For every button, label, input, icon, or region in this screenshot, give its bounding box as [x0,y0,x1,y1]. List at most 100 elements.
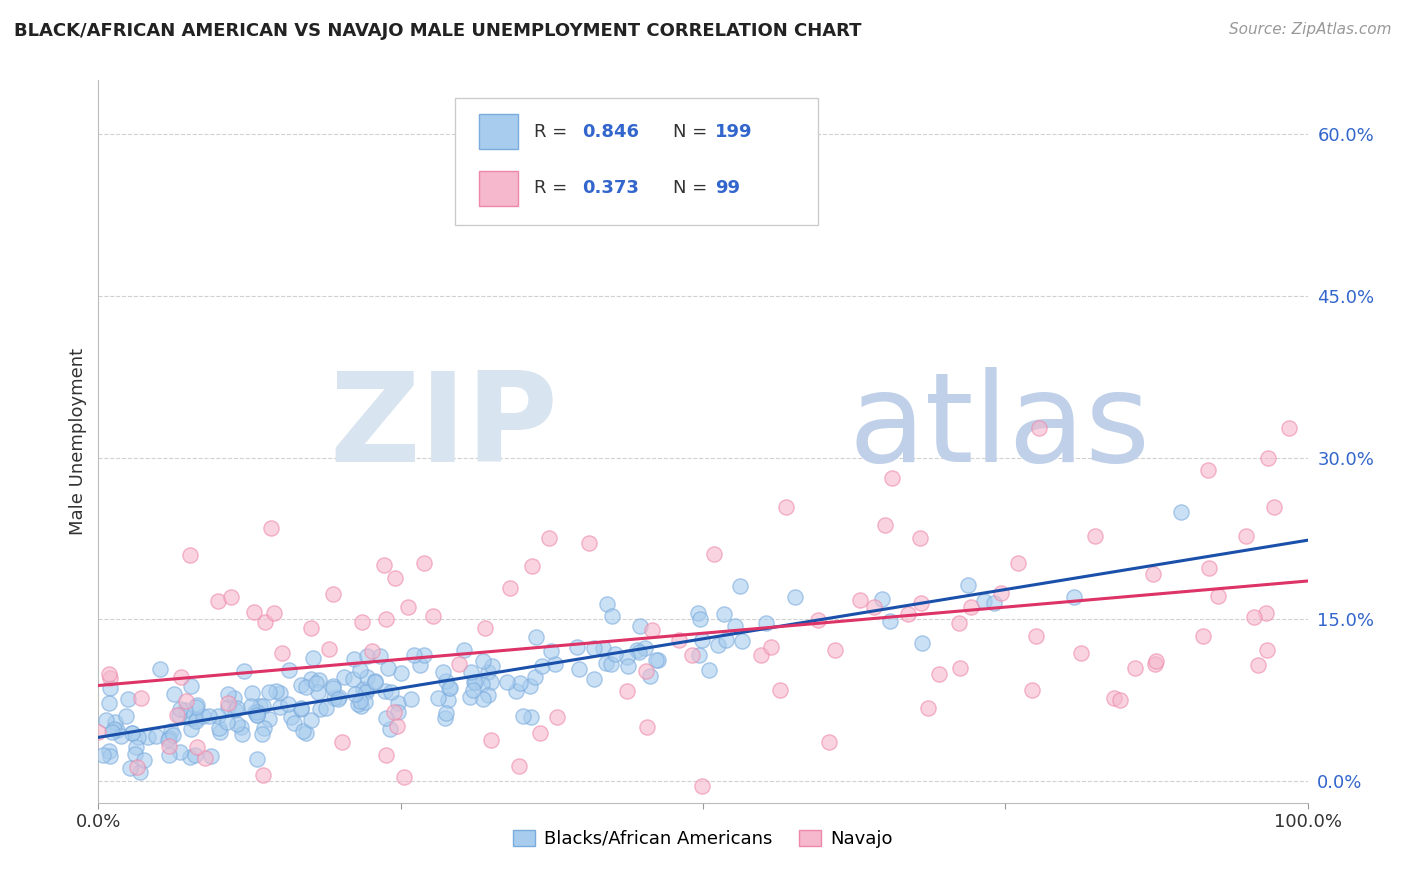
Blacks/African Americans [342,672,364,686]
Navajo [87,724,110,739]
Navajo [1263,500,1285,514]
Text: 0.373: 0.373 [582,179,638,197]
Navajo [271,646,294,660]
Blacks/African Americans [879,614,901,628]
Blacks/African Americans [169,745,191,759]
Navajo [373,558,395,573]
Blacks/African Americans [309,702,332,716]
Blacks/African Americans [299,713,322,727]
Navajo [681,648,703,662]
Navajo [318,642,340,657]
Blacks/African Americans [714,633,737,648]
Blacks/African Americans [689,612,711,626]
Blacks/African Americans [174,703,197,717]
Blacks/African Americans [375,711,398,725]
Blacks/African Americans [245,708,267,723]
Blacks/African Americans [596,597,619,611]
Blacks/African Americans [479,675,502,690]
Navajo [1102,690,1125,705]
Blacks/African Americans [471,677,494,691]
Blacks/African Americans [432,665,454,680]
Navajo [97,666,120,681]
Blacks/African Americans [707,638,730,652]
Blacks/African Americans [277,697,299,711]
Blacks/African Americans [524,630,547,644]
Navajo [1142,566,1164,581]
Blacks/African Americans [342,652,364,666]
Blacks/African Americans [269,686,291,700]
Navajo [1007,557,1029,571]
Navajo [546,710,568,724]
Navajo [499,581,522,595]
Blacks/African Americans [101,725,124,739]
Blacks/African Americans [378,722,401,736]
Navajo [1025,629,1047,643]
Blacks/African Americans [184,748,207,763]
Navajo [538,531,561,545]
Blacks/African Americans [638,668,661,682]
Blacks/African Americans [233,664,256,678]
Navajo [1123,661,1146,675]
Blacks/African Americans [208,722,231,736]
Navajo [125,760,148,774]
Navajo [176,694,198,708]
Blacks/African Americans [453,642,475,657]
Blacks/African Americans [434,706,457,720]
Blacks/African Americans [98,744,121,758]
Navajo [508,759,530,773]
Blacks/African Americans [957,578,980,592]
Blacks/African Americans [308,673,330,687]
Navajo [449,657,471,672]
Blacks/African Americans [531,659,554,673]
Blacks/African Americans [463,675,485,690]
Blacks/African Americans [292,723,315,738]
Navajo [263,606,285,620]
Blacks/African Americans [160,724,183,739]
Blacks/African Americans [222,691,245,706]
Navajo [917,701,939,715]
Blacks/African Americans [512,708,534,723]
Navajo [1084,529,1107,543]
Blacks/African Americans [755,615,778,630]
Navajo [863,599,886,614]
Blacks/African Americans [257,685,280,699]
Blacks/African Americans [149,662,172,676]
Blacks/African Americans [387,705,409,719]
Blacks/African Americans [117,692,139,706]
Navajo [949,661,972,675]
Navajo [1028,420,1050,434]
Blacks/African Americans [872,591,894,606]
Blacks/African Americans [200,748,222,763]
Navajo [374,747,396,762]
Navajo [882,471,904,485]
Navajo [1144,654,1167,668]
Blacks/African Americans [600,608,623,623]
Blacks/African Americans [627,645,650,659]
Navajo [384,571,406,585]
Blacks/African Americans [495,674,517,689]
Blacks/African Americans [347,698,370,712]
Text: 99: 99 [716,179,740,197]
Blacks/African Americans [290,702,312,716]
Blacks/African Americans [544,657,567,672]
Blacks/African Americans [198,708,221,723]
Text: atlas: atlas [848,367,1150,488]
Navajo [636,664,658,678]
Blacks/African Americans [730,634,752,648]
Navajo [1206,589,1229,603]
Blacks/African Americans [973,593,995,607]
Navajo [166,707,188,722]
Blacks/African Americans [277,663,299,677]
Navajo [1256,606,1278,620]
Blacks/African Americans [404,648,426,662]
Blacks/African Americans [94,713,117,727]
Blacks/African Americans [243,705,266,719]
Blacks/African Americans [471,691,494,706]
Blacks/African Americans [163,687,186,701]
Navajo [948,615,970,630]
Blacks/African Americans [226,701,249,715]
Navajo [578,536,600,550]
Navajo [252,768,274,782]
Blacks/African Americans [246,705,269,719]
Navajo [1257,451,1279,466]
